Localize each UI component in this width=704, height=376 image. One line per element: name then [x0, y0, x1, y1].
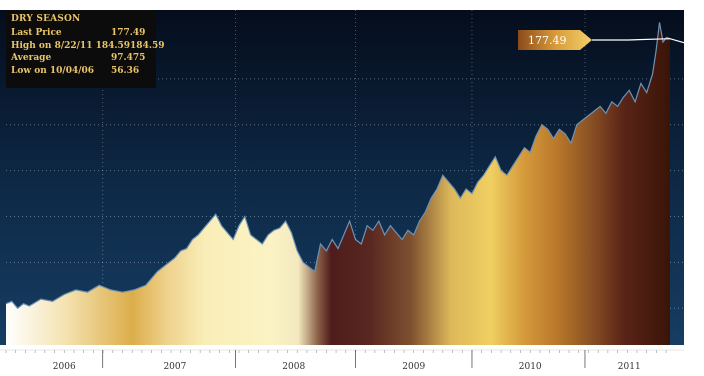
price-line	[5, 22, 671, 310]
y-tick-label: 80	[689, 258, 699, 267]
x-tick-label: 2011	[618, 362, 641, 372]
info-row-low: Low on 10/04/06 56.36	[11, 65, 151, 78]
x-tick-label: 2008	[282, 362, 305, 372]
info-label: Average	[11, 53, 52, 63]
info-label: Last Price	[11, 28, 62, 38]
last-price-pointer	[592, 38, 685, 44]
callout-value: 177.49	[528, 34, 567, 47]
y-tick-label: 100	[689, 213, 704, 222]
y-tick-label: 120	[689, 167, 704, 176]
x-tick-label: 2010	[519, 362, 542, 372]
x-axis: 2006 2007 2008 2009 2010 2011	[0, 349, 684, 372]
info-value: 97.475	[111, 53, 146, 63]
y-tick-label: 60	[689, 304, 699, 313]
x-tick-label: 2006	[53, 362, 76, 372]
last-price-callout: 177.49	[518, 30, 592, 50]
info-title: DRY SEASON	[11, 14, 81, 24]
price-area	[6, 22, 670, 346]
info-label: Low on 10/04/06	[11, 65, 95, 76]
info-panel: DRY SEASON Last Price 177.49 High on 8/2…	[6, 10, 165, 88]
x-tick-label: 2009	[402, 362, 425, 372]
y-axis: 60 80 100 120 140 160	[689, 75, 704, 313]
y-tick-label: 160	[689, 75, 704, 84]
info-row-average: Average 97.475	[11, 52, 151, 65]
x-tick-label: 2007	[163, 362, 186, 372]
info-value: 177.49	[111, 28, 146, 38]
info-value: 56.36	[111, 65, 140, 76]
y-tick-label: 140	[689, 121, 704, 130]
info-row-last-price: Last Price 177.49	[11, 27, 151, 40]
info-value: 184.59	[130, 40, 165, 51]
info-row-high: High on 8/22/11 184.59 184.59	[11, 40, 165, 53]
info-label: High on 8/22/11 184.59	[11, 40, 131, 51]
